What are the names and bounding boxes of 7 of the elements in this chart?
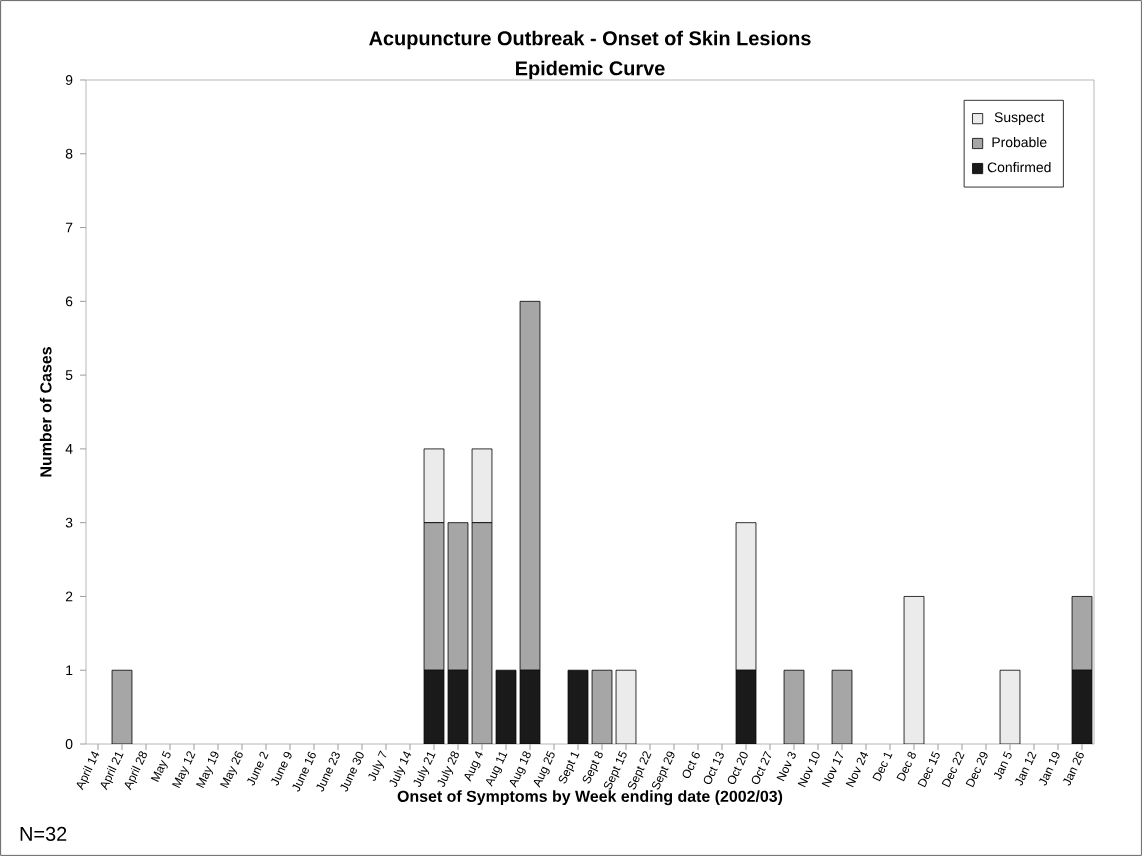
bar bbox=[519, 300, 541, 671]
bar bbox=[735, 522, 757, 671]
chart-subtitle: Epidemic Curve bbox=[516, 60, 665, 80]
bar bbox=[447, 522, 469, 671]
bar bbox=[423, 522, 445, 671]
chart-title: Acupuncture Outbreak - Onset of Skin Lesions bbox=[369, 30, 811, 50]
text: N=32 bbox=[20, 826, 67, 841]
